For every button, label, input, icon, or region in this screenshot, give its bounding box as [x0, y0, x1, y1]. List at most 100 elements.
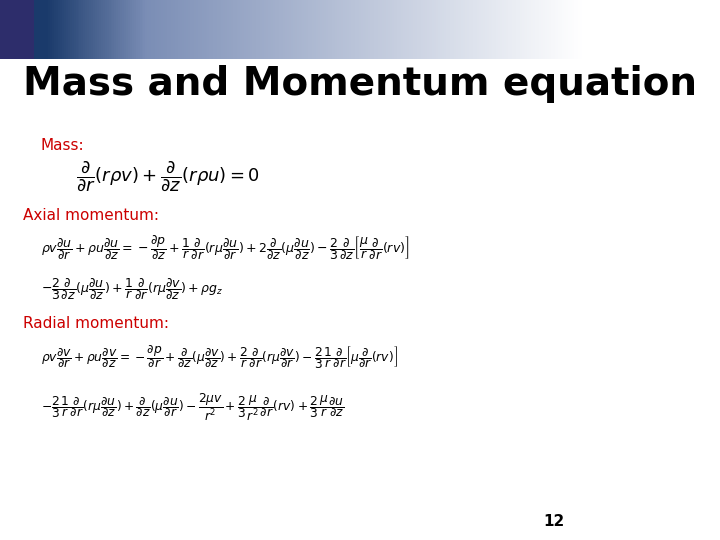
- Bar: [210, 0, 212, 59]
- Bar: [496, 0, 498, 59]
- Bar: [35, 0, 37, 59]
- Bar: [333, 0, 336, 59]
- Bar: [128, 0, 130, 59]
- Bar: [277, 0, 279, 59]
- Bar: [500, 0, 502, 59]
- Bar: [419, 0, 420, 59]
- Bar: [364, 0, 366, 59]
- Bar: [136, 0, 138, 59]
- Bar: [285, 0, 287, 59]
- Bar: [31, 0, 33, 59]
- Bar: [138, 0, 140, 59]
- Bar: [341, 0, 343, 59]
- Bar: [53, 0, 54, 59]
- Bar: [514, 0, 516, 59]
- Text: Mass:: Mass:: [41, 138, 84, 153]
- Bar: [489, 0, 490, 59]
- Bar: [248, 0, 250, 59]
- Bar: [492, 0, 495, 59]
- Bar: [271, 0, 274, 59]
- Bar: [527, 0, 529, 59]
- Text: 12: 12: [543, 514, 564, 529]
- Bar: [576, 0, 578, 59]
- Bar: [192, 0, 194, 59]
- Bar: [153, 0, 155, 59]
- Bar: [110, 0, 112, 59]
- Bar: [9, 0, 12, 59]
- Bar: [196, 0, 198, 59]
- Bar: [173, 0, 174, 59]
- Bar: [299, 0, 300, 59]
- Bar: [16, 0, 17, 59]
- Bar: [580, 0, 582, 59]
- Bar: [87, 0, 89, 59]
- Bar: [369, 0, 370, 59]
- Bar: [145, 0, 148, 59]
- Bar: [118, 0, 120, 59]
- Bar: [328, 0, 330, 59]
- Bar: [451, 0, 454, 59]
- Bar: [167, 0, 168, 59]
- Bar: [79, 0, 81, 59]
- Bar: [117, 0, 118, 59]
- Bar: [325, 0, 328, 59]
- Bar: [230, 0, 233, 59]
- Bar: [504, 0, 506, 59]
- Bar: [370, 0, 372, 59]
- Bar: [97, 0, 99, 59]
- Bar: [378, 0, 380, 59]
- Bar: [300, 0, 302, 59]
- Bar: [560, 0, 562, 59]
- Bar: [99, 0, 101, 59]
- Bar: [551, 0, 552, 59]
- Bar: [143, 0, 145, 59]
- Bar: [426, 0, 428, 59]
- Bar: [188, 0, 190, 59]
- Bar: [56, 0, 58, 59]
- Bar: [312, 0, 314, 59]
- Bar: [442, 0, 444, 59]
- Bar: [417, 0, 419, 59]
- Bar: [161, 0, 163, 59]
- Bar: [338, 0, 339, 59]
- Bar: [25, 0, 27, 59]
- Bar: [283, 0, 285, 59]
- Bar: [392, 0, 394, 59]
- Bar: [518, 0, 520, 59]
- Bar: [347, 0, 349, 59]
- Bar: [27, 0, 29, 59]
- Bar: [394, 0, 395, 59]
- Bar: [539, 0, 541, 59]
- Bar: [266, 0, 268, 59]
- Bar: [148, 0, 149, 59]
- Bar: [23, 0, 25, 59]
- Bar: [165, 0, 167, 59]
- Bar: [120, 0, 122, 59]
- Bar: [545, 0, 546, 59]
- Bar: [294, 0, 297, 59]
- Bar: [570, 0, 572, 59]
- Bar: [22, 0, 23, 59]
- Bar: [549, 0, 551, 59]
- Bar: [254, 0, 256, 59]
- Bar: [238, 0, 240, 59]
- Bar: [554, 0, 557, 59]
- Bar: [386, 0, 388, 59]
- Bar: [186, 0, 188, 59]
- FancyBboxPatch shape: [0, 0, 34, 59]
- Bar: [252, 0, 254, 59]
- Bar: [235, 0, 237, 59]
- Bar: [73, 0, 76, 59]
- Bar: [310, 0, 312, 59]
- Bar: [50, 0, 53, 59]
- Bar: [559, 0, 560, 59]
- Bar: [431, 0, 433, 59]
- Bar: [469, 0, 471, 59]
- Bar: [4, 0, 6, 59]
- Bar: [176, 0, 179, 59]
- Bar: [207, 0, 210, 59]
- Bar: [413, 0, 415, 59]
- Bar: [157, 0, 159, 59]
- Bar: [405, 0, 408, 59]
- Bar: [529, 0, 531, 59]
